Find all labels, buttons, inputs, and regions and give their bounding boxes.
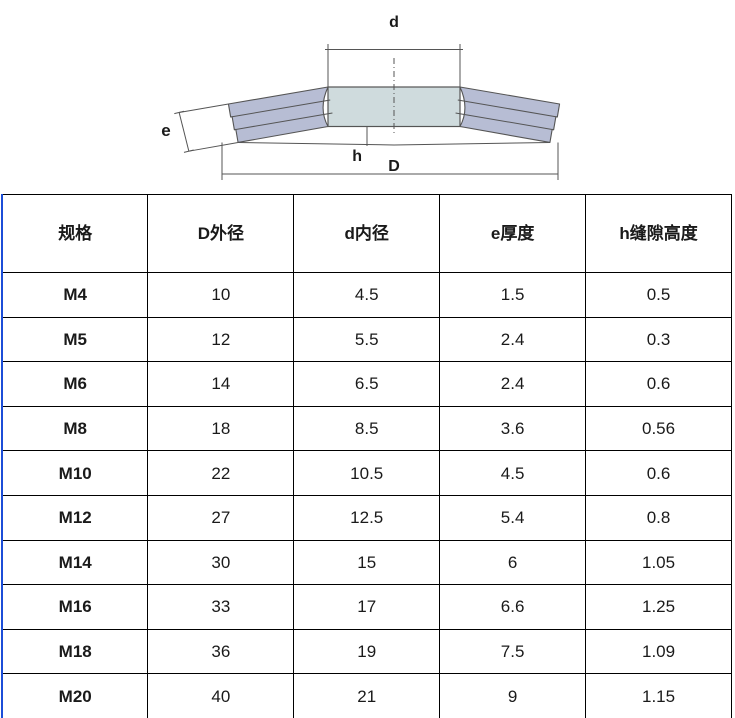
svg-text:d: d	[389, 14, 399, 31]
svg-text:D: D	[388, 158, 400, 175]
svg-text:e: e	[161, 121, 170, 140]
svg-text:h: h	[352, 148, 362, 165]
